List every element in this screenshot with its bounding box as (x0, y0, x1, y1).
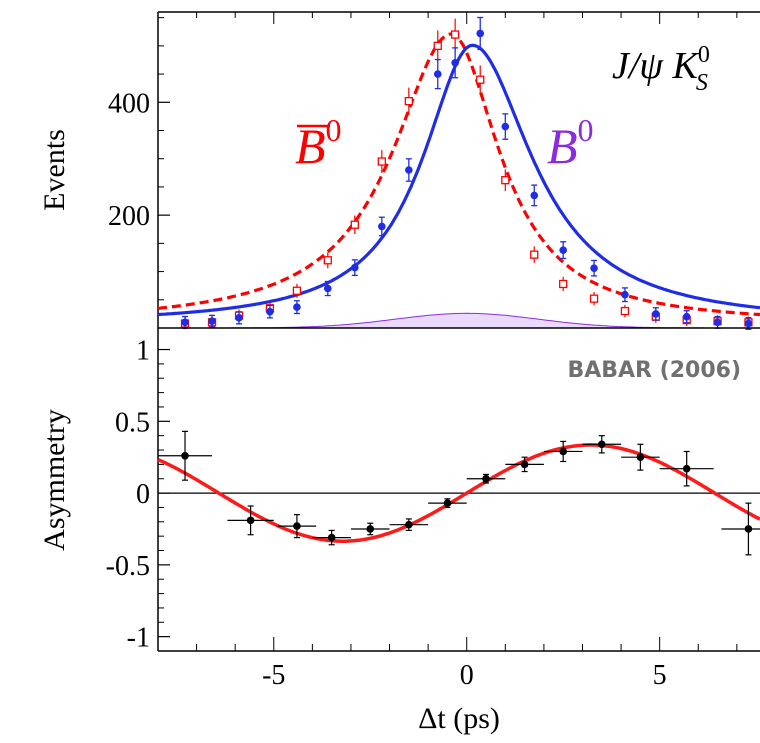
b0bar-data-point (350, 220, 359, 229)
b0-data-point (351, 263, 359, 272)
asymmetry-data-point (366, 525, 375, 533)
asymmetry-data-point (327, 533, 336, 542)
bottom-y-tick-label: 0 (136, 479, 150, 510)
b0bar-data-point (501, 176, 510, 185)
b0-data-point (744, 319, 753, 328)
bottom-y-tick-label: -1 (127, 623, 150, 654)
bottom-panel: 1 0.5 0 -0.5 -1 -5 0 5 BABAR (2006) Asymmetry Δ… (38, 327, 760, 735)
b0bar-data-point (433, 41, 442, 51)
asymmetry-data-point (181, 451, 189, 460)
top-panel: 200 400 Events J/ψ K0 S B0 B0 (38, 11, 760, 330)
asymmetry-data-point (597, 440, 606, 449)
top-y-tick-label: 200 (108, 201, 150, 232)
b0-data-point (476, 29, 485, 38)
asymmetry-data-point (520, 460, 529, 469)
x-tick-label: 0 (460, 660, 474, 691)
b0bar-label: B0 (295, 112, 342, 174)
top-ticks: 200 400 (108, 12, 738, 301)
b0-data-point (590, 264, 598, 272)
b0-data-point (433, 70, 442, 78)
b0bar-data-point (323, 256, 332, 265)
b0bar-data-point (620, 306, 630, 316)
top-y-axis-label: Events (38, 129, 71, 211)
x-tick-label: 5 (653, 660, 667, 691)
b0-data-point (530, 191, 539, 200)
b0-data-point (713, 318, 722, 327)
b0-data-point (501, 122, 510, 131)
asymmetry-data-point (559, 447, 567, 456)
b0bar-data-point (476, 75, 485, 84)
b0-data-point (293, 303, 301, 311)
b0-data-point (208, 317, 216, 326)
b0-data-point (621, 290, 629, 299)
bottom-y-tick-label: 1 (136, 336, 150, 367)
b0-data-point (266, 307, 274, 316)
top-y-tick-label: 400 (108, 88, 150, 119)
b0bar-fit-curve (157, 32, 760, 317)
asymmetry-data-point (293, 522, 301, 530)
top-fit-curves (157, 32, 760, 317)
b0-data-point (451, 58, 459, 67)
b0-data-point (378, 222, 386, 231)
x-axis-label: Δt (ps) (418, 702, 500, 735)
x-tick-label: -5 (262, 660, 285, 691)
asymmetry-data-point (682, 464, 691, 473)
b0-data-point (652, 310, 660, 318)
b0bar-data-point (530, 250, 539, 259)
asymmetry-fit-curve (157, 443, 760, 543)
bottom-y-axis-label: Asymmetry (38, 409, 71, 551)
b0bar-data-point (377, 157, 386, 166)
asymmetry-data-point (744, 525, 753, 533)
b0-data-point (682, 312, 691, 321)
b0bar-data-point (292, 286, 302, 295)
asymmetry-data-point (482, 474, 490, 483)
asymmetry-data-points (158, 430, 760, 556)
b0bar-data-point (450, 30, 460, 39)
b0-data-point (323, 284, 332, 293)
b0-data-point (181, 318, 189, 327)
b0-fit-curve (157, 43, 760, 317)
b0-data-point (405, 166, 413, 174)
decay-mode-label: J/ψ K0 S (612, 42, 710, 96)
asymmetry-data-point (246, 516, 255, 525)
svg-text:B0: B0 (295, 112, 342, 174)
asymmetry-data-point (405, 520, 413, 529)
b0-label: B0 (547, 112, 594, 174)
bottom-y-tick-label: 0.5 (115, 407, 150, 438)
b0-data-point (559, 246, 567, 254)
b0bar-data-point (559, 279, 568, 289)
bottom-ticks: 1 0.5 0 -0.5 -1 -5 0 5 (106, 336, 738, 691)
top-data-points (180, 16, 753, 330)
asymmetry-data-point (443, 499, 452, 507)
bottom-y-tick-label: -0.5 (106, 551, 150, 582)
experiment-label: BABAR (2006) (567, 358, 741, 383)
b0bar-data-point (589, 294, 599, 303)
b0-data-point (235, 314, 243, 322)
asymmetry-data-point (636, 453, 645, 462)
b0bar-data-point (404, 97, 413, 106)
